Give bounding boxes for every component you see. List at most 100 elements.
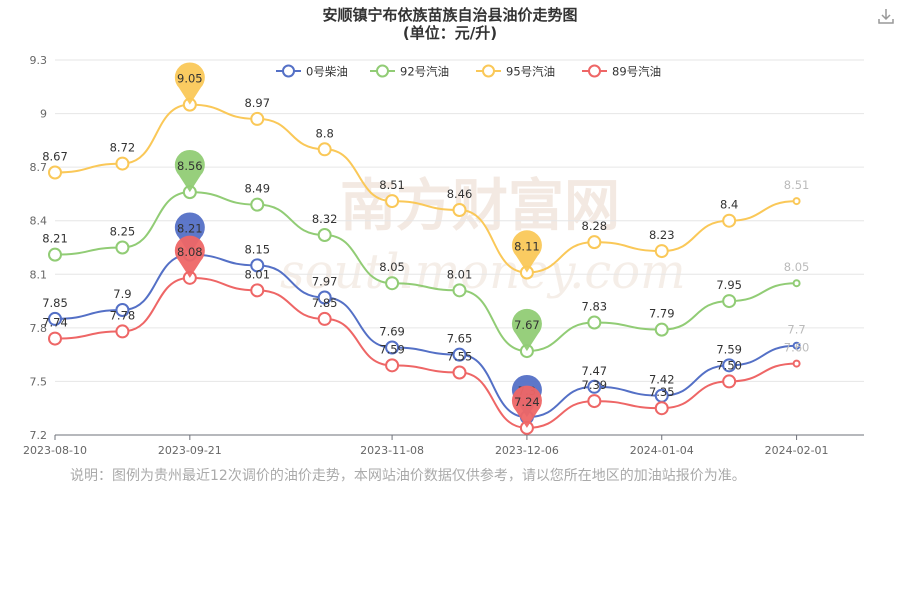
legend-swatch-marker [588, 64, 601, 78]
data-point [317, 290, 332, 305]
chart-title: 安顺镇宁布依族苗族自治县油价走势图 [322, 6, 577, 24]
data-label: 7.59 [379, 342, 405, 356]
data-label: 7.7 [787, 323, 805, 337]
data-label: 7.79 [649, 307, 675, 321]
data-point [317, 142, 332, 157]
markpoint-label: 9.05 [177, 72, 203, 86]
data-point [654, 322, 669, 337]
markpoint-pin [174, 212, 205, 255]
y-tick-label: 8.7 [30, 161, 48, 174]
watermark: 南方财富网 southmoney.com [280, 174, 686, 300]
data-label: 7.97 [312, 275, 338, 289]
data-point [115, 303, 130, 317]
data-point [452, 365, 467, 380]
markpoint-label: 8.21 [177, 222, 203, 236]
data-point [654, 401, 669, 416]
data-label: 8.01 [244, 267, 270, 281]
data-label: 8.97 [244, 96, 270, 110]
y-tick-label: 8.1 [30, 268, 48, 281]
data-point [115, 324, 130, 339]
chart-subtitle: (单位：元/升) [403, 24, 497, 42]
data-point [792, 197, 801, 206]
data-point [385, 358, 400, 373]
x-tick-label: 2024-01-04 [630, 444, 694, 457]
data-label: 7.74 [42, 316, 68, 330]
data-label: 7.9 [113, 287, 131, 301]
legend-label: 92号汽油 [400, 65, 449, 79]
markpoint-pin [511, 308, 542, 352]
data-label: 8.01 [447, 267, 473, 281]
download-icon[interactable] [876, 6, 896, 26]
data-point [452, 347, 467, 362]
data-point [587, 394, 602, 409]
data-label: 8.23 [649, 228, 675, 242]
x-tick-label: 2024-02-01 [765, 444, 829, 457]
x-tick-label: 2023-11-08 [360, 444, 424, 457]
y-tick-label: 7.5 [30, 375, 48, 388]
x-tick-label: 2023-12-06 [495, 444, 559, 457]
data-label: 7.69 [379, 325, 405, 339]
legend[interactable]: 0号柴油 92号汽油 95号汽油 89号汽油 [276, 64, 661, 79]
data-point [722, 294, 737, 309]
data-point [722, 358, 737, 373]
legend-item[interactable]: 95号汽油 [476, 64, 555, 79]
legend-swatch-marker [376, 64, 389, 78]
data-label: 8.8 [316, 126, 334, 140]
data-point [792, 279, 801, 288]
x-tick-label: 2023-08-10 [23, 444, 87, 457]
data-label: 7.39 [582, 378, 608, 392]
data-label: 8.51 [379, 178, 405, 192]
data-label: 8.05 [379, 260, 405, 274]
data-point [587, 235, 602, 250]
data-label: 7.95 [716, 278, 742, 292]
data-label: 7.85 [42, 296, 68, 310]
markpoint-label: 8.11 [514, 240, 540, 254]
chart-note: 说明：图例为贵州最近12次调价的油价走势，本网站油价数据仅供参考，请以您所在地区… [70, 468, 746, 484]
y-tick-label: 9.3 [30, 54, 48, 67]
data-point [722, 213, 737, 228]
data-label: 7.83 [582, 300, 608, 314]
data-point [587, 379, 602, 394]
data-point [115, 156, 130, 171]
data-point [385, 194, 400, 209]
legend-swatch-marker [282, 64, 295, 78]
data-point [115, 240, 130, 255]
data-label: 8.67 [42, 150, 68, 164]
markpoint-label: 7.67 [514, 318, 540, 332]
data-point [722, 374, 737, 389]
watermark-en: southmoney.com [280, 244, 686, 300]
data-label: 8.15 [244, 242, 270, 256]
data-label: 7.60 [784, 341, 810, 355]
markpoint-pin [511, 230, 542, 273]
data-label: 8.05 [784, 260, 810, 274]
legend-item[interactable]: 89号汽油 [582, 64, 661, 79]
data-point [250, 258, 265, 273]
legend-item[interactable]: 92号汽油 [370, 64, 449, 79]
data-point [587, 315, 602, 330]
legend-item[interactable]: 0号柴油 [276, 64, 348, 79]
legend-label: 89号汽油 [612, 65, 661, 79]
y-tick-label: 7.2 [30, 429, 48, 442]
data-label: 8.21 [42, 232, 68, 246]
legend-swatch-marker [482, 64, 495, 78]
data-point [792, 341, 801, 350]
data-point [48, 165, 62, 180]
data-label: 7.42 [649, 373, 675, 387]
axes: 7.2 7.5 7.8 8.1 8.4 8.7 9 9.3 2023-08-10 2023-09-… [23, 54, 864, 457]
data-label: 8.46 [447, 187, 473, 201]
x-tick-label: 2023-09-21 [158, 444, 222, 457]
markpoint-label: 8.56 [177, 159, 203, 173]
data-point [317, 228, 332, 242]
y-tick-label: 7.8 [30, 322, 48, 335]
data-point [317, 311, 332, 326]
data-point [385, 340, 400, 355]
data-point [48, 247, 62, 262]
markpoint-pin [174, 149, 205, 193]
data-point [48, 311, 62, 326]
data-label: 8.25 [110, 225, 136, 239]
data-point [385, 276, 400, 291]
series-lines [48, 97, 801, 435]
legend-label: 95号汽油 [506, 65, 555, 79]
data-point [250, 283, 265, 298]
